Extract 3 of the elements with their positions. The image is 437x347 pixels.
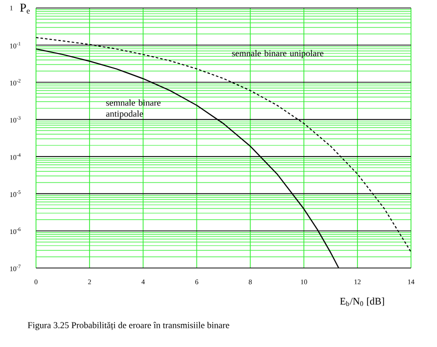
x-axis-title: E$_{b}$/N$_{0}$ [dB] [340,298,384,306]
text: Figura 3.25 Probabilități de eroare în transmisiile binare [28,322,230,330]
y-axis-title: P$_{e}$ [20,4,30,14]
